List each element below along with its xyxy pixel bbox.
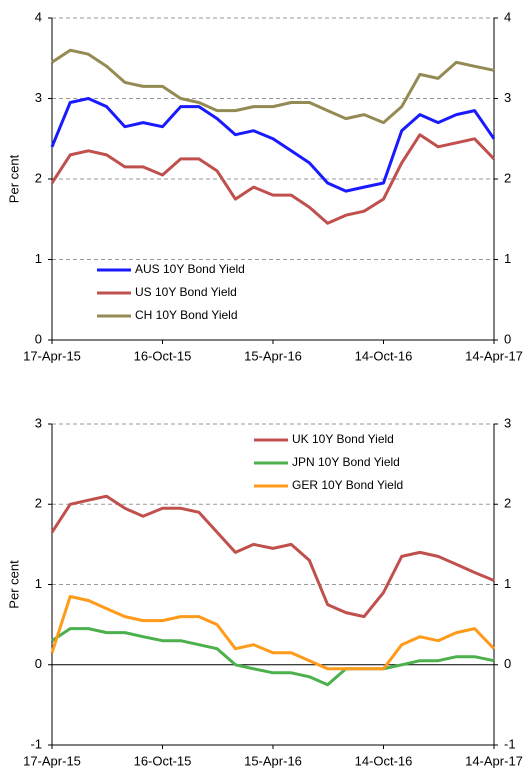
x-tick-label: 15-Apr-16: [244, 348, 302, 363]
x-tick-label: 15-Apr-16: [244, 753, 302, 768]
series-line: [50, 595, 496, 671]
x-tick-label: 14-Apr-17: [465, 753, 523, 768]
legend-label: GER 10Y Bond Yield: [292, 478, 403, 492]
y-tick-label: 0: [35, 331, 42, 346]
y-axis-label: Per cent: [6, 560, 21, 609]
y-tick-label: 2: [35, 496, 42, 511]
series-line: [51, 627, 495, 687]
x-tick-label: 16-Oct-15: [134, 348, 192, 363]
legend-label: AUS 10Y Bond Yield: [135, 262, 245, 276]
y2-tick-label: 4: [504, 9, 511, 24]
y2-tick-label: 1: [504, 576, 511, 591]
legend-label: UK 10Y Bond Yield: [292, 432, 394, 446]
legend-label: US 10Y Bond Yield: [135, 285, 237, 299]
y-tick-label: 1: [35, 576, 42, 591]
legend-label: CH 10Y Bond Yield: [135, 308, 238, 322]
y-tick-label: 2: [35, 170, 42, 185]
series-line: [50, 97, 496, 193]
y2-tick-label: 2: [504, 496, 511, 511]
x-tick-label: 17-Apr-15: [23, 348, 81, 363]
y-tick-label: 1: [35, 251, 42, 266]
x-tick-label: 14-Oct-16: [355, 348, 413, 363]
x-tick-label: 14-Oct-16: [355, 753, 413, 768]
y2-tick-label: 0: [504, 656, 511, 671]
y-tick-label: 3: [35, 415, 42, 430]
x-tick-label: 17-Apr-15: [23, 753, 81, 768]
y2-tick-label: 1: [504, 251, 511, 266]
y-tick-label: 4: [35, 9, 42, 24]
series-line: [51, 48, 495, 125]
y-tick-label: 3: [35, 90, 42, 105]
series-line: [50, 494, 495, 619]
legend-label: JPN 10Y Bond Yield: [292, 455, 400, 469]
y-tick-label: -1: [30, 736, 42, 751]
y2-tick-label: 0: [504, 331, 511, 346]
y-axis-label: Per cent: [6, 154, 21, 203]
y2-tick-label: 2: [504, 170, 511, 185]
y-tick-label: 0: [35, 656, 42, 671]
x-tick-label: 16-Oct-15: [134, 753, 192, 768]
y2-tick-label: -1: [504, 736, 516, 751]
y2-tick-label: 3: [504, 415, 511, 430]
series-line: [50, 133, 496, 225]
x-tick-label: 14-Apr-17: [465, 348, 523, 363]
y2-tick-label: 3: [504, 90, 511, 105]
